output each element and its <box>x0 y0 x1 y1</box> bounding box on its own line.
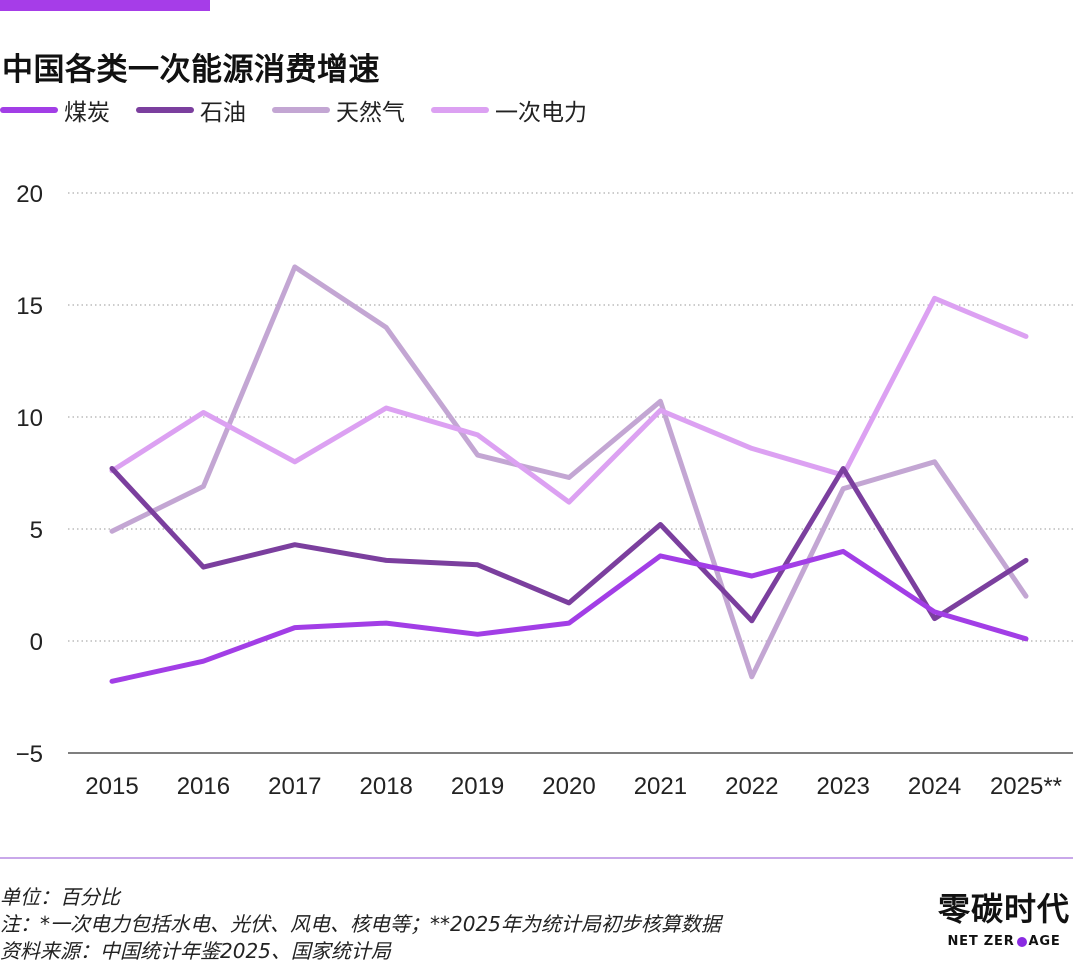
legend-item-coal: 煤炭 <box>0 93 110 127</box>
logo-name-en: NET ZER AGE <box>934 934 1074 949</box>
logo-en-part2: AGE <box>1028 934 1061 949</box>
legend-item-oil: 石油 <box>136 93 246 127</box>
y-tick-label: 10 <box>16 405 43 432</box>
electricity-line-series <box>109 295 1029 505</box>
legend-swatch-coal <box>0 107 58 113</box>
logo-en-part1: NET ZER <box>947 934 1015 949</box>
legend-swatch-gas <box>272 107 330 113</box>
x-tick-label: 2015 <box>85 773 138 800</box>
line-chart: −5 0 5 10 15 20 2015 2016 2017 2018 2019 2020 2021 20… <box>16 181 1073 800</box>
logo-name-cn: 零碳时代 <box>937 890 1070 928</box>
legend-swatch-oil <box>136 107 194 113</box>
x-tick-label: 2022 <box>725 773 778 800</box>
x-tick-label: 2024 <box>908 773 961 800</box>
legend-label-oil: 石油 <box>200 100 246 126</box>
brand-logo: 零碳时代 NET ZER AGE <box>934 884 1074 949</box>
y-tick-label: 20 <box>16 181 43 208</box>
legend-swatch-electricity <box>431 107 489 113</box>
y-tick-label: −5 <box>16 741 43 768</box>
chart-legend: 煤炭 石油 天然气 一次电力 <box>0 94 613 126</box>
legend-label-gas: 天然气 <box>336 100 405 126</box>
x-tick-label: 2023 <box>817 773 870 800</box>
definition-note: 注：*一次电力包括水电、光伏、风电、核电等；**2025年为统计局初步核算数据 <box>0 912 721 936</box>
y-tick-label: 15 <box>16 293 43 320</box>
x-tick-label: 2016 <box>177 773 230 800</box>
source-note: 资料来源：中国统计年鉴2025、国家统计局 <box>0 939 391 963</box>
gas-line-series <box>109 264 1029 680</box>
legend-label-electricity: 一次电力 <box>495 100 587 126</box>
x-tick-label: 2021 <box>634 773 687 800</box>
footer-divider <box>0 857 1073 859</box>
x-tick-label: 2017 <box>268 773 321 800</box>
top-accent-bar <box>0 0 210 11</box>
footer-notes: 单位：百分比 注：*一次电力包括水电、光伏、风电、核电等；**2025年为统计局… <box>0 884 721 965</box>
chart-title: 中国各类一次能源消费增速 <box>2 52 380 88</box>
coal-line-series <box>109 548 1029 684</box>
y-tick-label: 0 <box>30 629 43 656</box>
x-tick-label: 2025** <box>990 773 1062 800</box>
logo-dot-icon <box>1016 936 1027 947</box>
x-tick-label: 2018 <box>360 773 413 800</box>
oil-line-series <box>109 466 1029 624</box>
x-tick-label: 2020 <box>542 773 595 800</box>
legend-item-electricity: 一次电力 <box>431 93 587 127</box>
x-tick-label: 2019 <box>451 773 504 800</box>
unit-note: 单位：百分比 <box>0 885 120 909</box>
legend-label-coal: 煤炭 <box>64 100 110 126</box>
legend-item-gas: 天然气 <box>272 93 405 127</box>
y-tick-label: 5 <box>30 517 43 544</box>
